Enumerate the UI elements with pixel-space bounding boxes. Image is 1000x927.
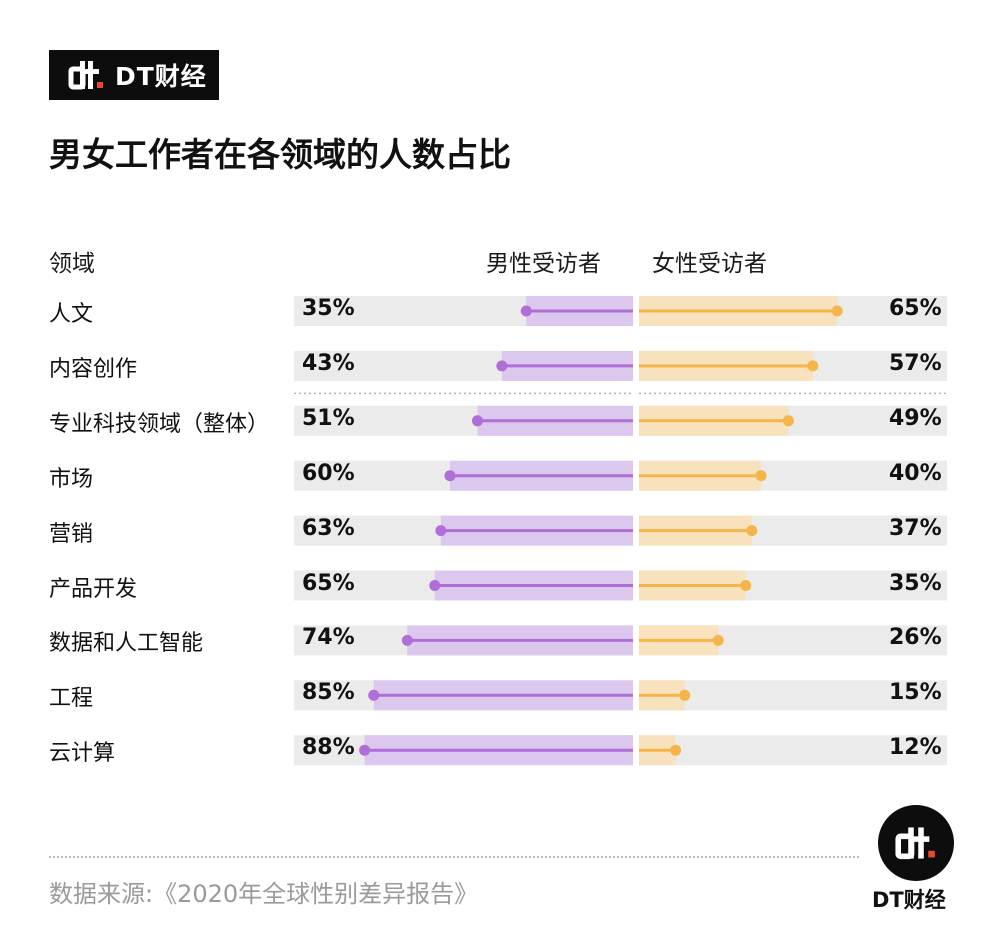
female-point [755, 470, 767, 482]
brand-header: DT财经 [49, 50, 219, 100]
male-point [496, 360, 508, 372]
row-label: 内容创作 [49, 356, 138, 382]
row-label: 工程 [49, 686, 94, 712]
female-value-label: 26% [889, 625, 942, 651]
female-point [782, 415, 794, 427]
field-column-header: 领域 [49, 251, 95, 277]
footer-brand: DT财经 [872, 888, 946, 912]
female-point [807, 360, 819, 372]
row-label: 云计算 [49, 741, 116, 767]
female-point [712, 634, 724, 646]
male-point [471, 415, 483, 427]
row-label: 市场 [49, 466, 94, 492]
male-value-label: 74% [302, 625, 355, 651]
female-value-label: 40% [889, 460, 942, 486]
female-point [740, 580, 752, 591]
female-value-label: 12% [889, 735, 942, 761]
female-column-header: 女性受访者 [652, 251, 767, 277]
dt-logo-icon [68, 61, 103, 90]
chart-title: 男女工作者在各领域的人数占比 [49, 135, 511, 174]
male-point [359, 744, 371, 756]
male-value-label: 88% [302, 735, 355, 761]
female-point [679, 689, 691, 701]
row-label: 营销 [49, 521, 94, 547]
female-point [746, 525, 758, 537]
female-value-label: 35% [889, 570, 942, 596]
male-value-label: 51% [302, 405, 355, 431]
male-value-label: 63% [302, 515, 355, 541]
row-label: 数据和人工智能 [49, 631, 204, 657]
female-value-label: 37% [889, 515, 942, 541]
male-value-label: 60% [302, 460, 355, 486]
footer-divider [49, 856, 859, 858]
female-value-label: 65% [889, 296, 942, 321]
male-column-header: 男性受访者 [486, 251, 601, 277]
row-label: 人文 [49, 302, 94, 327]
male-point [444, 470, 456, 482]
brand-name: DT财经 [115, 62, 207, 91]
female-value-label: 15% [889, 680, 942, 706]
male-value-label: 65% [302, 570, 355, 596]
center-divider [633, 296, 639, 766]
female-point [670, 744, 682, 756]
male-point [368, 689, 380, 701]
data-source: 数据来源:《2020年全球性别差异报告》 [49, 880, 479, 908]
row-label: 专业科技领域（整体） [49, 411, 270, 437]
male-point [429, 580, 441, 591]
female-value-label: 49% [889, 405, 942, 431]
female-point [831, 305, 843, 317]
male-value-label: 43% [302, 350, 355, 376]
male-point [520, 305, 532, 317]
male-point [401, 634, 413, 646]
row-label: 产品开发 [49, 576, 138, 602]
male-value-label: 35% [302, 296, 355, 321]
male-value-label: 85% [302, 680, 355, 706]
female-value-label: 57% [889, 350, 942, 376]
dt-corner-logo-icon [878, 805, 954, 881]
male-point [435, 525, 447, 537]
